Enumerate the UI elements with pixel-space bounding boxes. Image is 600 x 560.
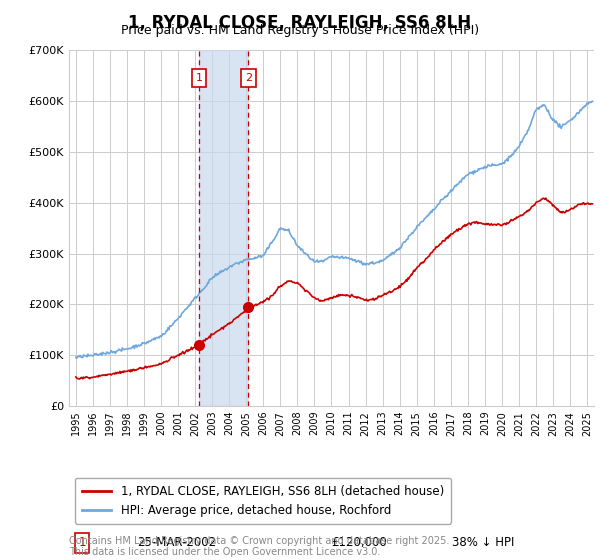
Text: 1, RYDAL CLOSE, RAYLEIGH, SS6 8LH: 1, RYDAL CLOSE, RAYLEIGH, SS6 8LH	[128, 14, 472, 32]
Text: 2: 2	[245, 73, 252, 83]
Text: 1: 1	[196, 73, 203, 83]
Text: Price paid vs. HM Land Registry's House Price Index (HPI): Price paid vs. HM Land Registry's House …	[121, 24, 479, 37]
Bar	[199, 50, 248, 406]
Legend: 1, RYDAL CLOSE, RAYLEIGH, SS6 8LH (detached house), HPI: Average price, detached: 1, RYDAL CLOSE, RAYLEIGH, SS6 8LH (detac…	[75, 478, 451, 524]
Text: 25-MAR-2002: 25-MAR-2002	[137, 536, 217, 549]
Text: Contains HM Land Registry data © Crown copyright and database right 2025.
This d: Contains HM Land Registry data © Crown c…	[69, 535, 449, 557]
Text: 1: 1	[79, 536, 86, 549]
Text: 38% ↓ HPI: 38% ↓ HPI	[452, 536, 515, 549]
Text: £120,000: £120,000	[331, 536, 387, 549]
